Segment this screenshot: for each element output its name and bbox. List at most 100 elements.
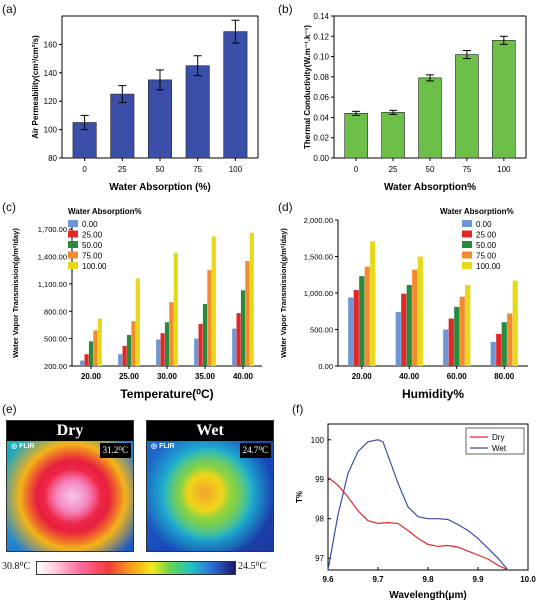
transmittance-chart: 97 98 99 100 9.6 9.7 9.8 9.9 10.0 Wavelength(μm) T… [295,423,536,601]
x-tick-label: 40.00 [233,372,254,381]
bar [395,311,401,366]
wet-temperature: 24.7⁰C [239,443,271,458]
flir-text: FLIR [159,443,175,450]
bar [245,261,250,366]
legend-swatch [68,251,78,259]
legend-title: Water Absorption% [440,207,514,216]
bar [459,296,465,366]
bar [126,334,132,366]
thermal-image-dry: Dry ◎ FLIR 31.2⁰C [6,420,134,552]
bar [232,328,237,366]
x-tick-label: 9.8 [422,575,434,584]
legend-title: Water Absorption% [68,207,142,216]
legend-swatch [68,241,78,248]
y-tick-label: 1,100.00 [38,280,67,289]
bar [169,302,174,366]
y-axis-title: Thermal Conductivity(W.m⁻¹.k⁻¹) [303,25,312,149]
panel-label-e: (e) [2,402,17,416]
bar [353,290,359,366]
flir-logo: ◎ FLIR [11,443,35,450]
bar [348,297,354,366]
bar [236,313,241,366]
x-tick-label: 9.6 [322,575,334,584]
y-tick-label: 160 [44,40,58,49]
bar [122,345,127,366]
flir-logo: ◎ FLIR [151,443,175,450]
y-tick-label: 1,500.00 [304,253,333,262]
y-tick-label: 500.00 [310,326,333,335]
x-tick-label: 80.00 [494,372,515,381]
bar [110,93,135,159]
legend-label: 50.00 [476,241,497,250]
wvt-temperature-chart: 200.00 500.00 800.00 1,100.00 1,400.00 1,700.… [11,207,262,401]
x-tick-label: 9.9 [472,575,484,584]
dry-temperature: 31.2⁰C [99,443,131,458]
bar [198,324,203,366]
y-tick-label: 200.00 [44,362,67,371]
legend-label: Wet [492,444,507,453]
bar [412,269,418,366]
legend-label: 0.00 [476,220,492,229]
wvt-humidity-chart: 0.00 500.00 1,000.00 1,500.00 2,000.00 20.00 4… [279,207,528,401]
x-tick-label: 35.00 [195,372,216,381]
bar [364,266,370,366]
y-tick-label: 120 [44,97,58,106]
y-tick-label: 1,000.00 [304,289,333,298]
x-tick-label: 50 [426,165,435,174]
y-tick-label: 0.06 [313,93,329,102]
legend-box [465,427,525,455]
bar [118,354,123,366]
bar [80,360,85,366]
bar [156,339,161,366]
legend-label: 100.00 [476,262,501,271]
y-tick-label: 1,400.00 [38,253,67,262]
legend-label: 25.00 [476,231,497,240]
bar [202,303,208,366]
legend-swatch [462,220,472,227]
bar [211,236,216,366]
series-line [327,439,509,571]
x-tick-label: 75 [462,165,471,174]
legend-swatch [68,230,78,238]
thermal-conductivity-chart: 0.00 0.02 0.04 0.06 0.08 0.10 0.12 0.14 0 25 50 75 1… [303,12,527,193]
x-tick-label: 0 [82,165,87,174]
bar [512,280,518,366]
legend-swatch [68,220,78,227]
bar [173,252,178,366]
bar [344,113,368,159]
bar [443,329,449,366]
legend-swatch [462,241,472,248]
bar [249,232,254,366]
x-tick-label: 25 [118,165,127,174]
x-tick-label: 0 [354,165,359,174]
bar [131,321,136,366]
bar [148,79,172,159]
x-tick-label: 40.00 [399,372,420,381]
y-axis-title: Water Vapor Transmission(g/m²/day) [11,228,20,358]
air-permeability-chart: 80 100 120 140 160 0 25 50 75 100 Water Absorption… [31,15,259,193]
bar [507,313,513,366]
y-axis-title: Water Vapor Transmission(g/m²/day) [279,228,288,358]
x-axis-title: Humidity% [402,387,464,401]
x-tick-label: 20.00 [352,372,373,381]
series-line [327,476,509,571]
y-tick-label: 97 [315,554,324,563]
y-tick-label: 100 [311,436,325,445]
bar [406,284,412,366]
y-tick-label: 80 [48,154,57,163]
bar [418,77,442,159]
bar [454,306,460,366]
legend-label: 50.00 [82,241,103,250]
x-axis-title: Water Absorption (%) [109,182,210,193]
y-tick-label: 99 [315,475,324,484]
x-tick-label: 30.00 [157,372,178,381]
bar [194,338,199,366]
panel-label-d: (d) [278,200,293,214]
bar [88,341,94,366]
panel-label-a: (a) [2,2,17,16]
legend-label: Dry [492,433,504,442]
panel-label-c: (c) [2,200,16,214]
legend-swatch [462,230,472,238]
bar [490,341,496,366]
bar [465,284,471,366]
